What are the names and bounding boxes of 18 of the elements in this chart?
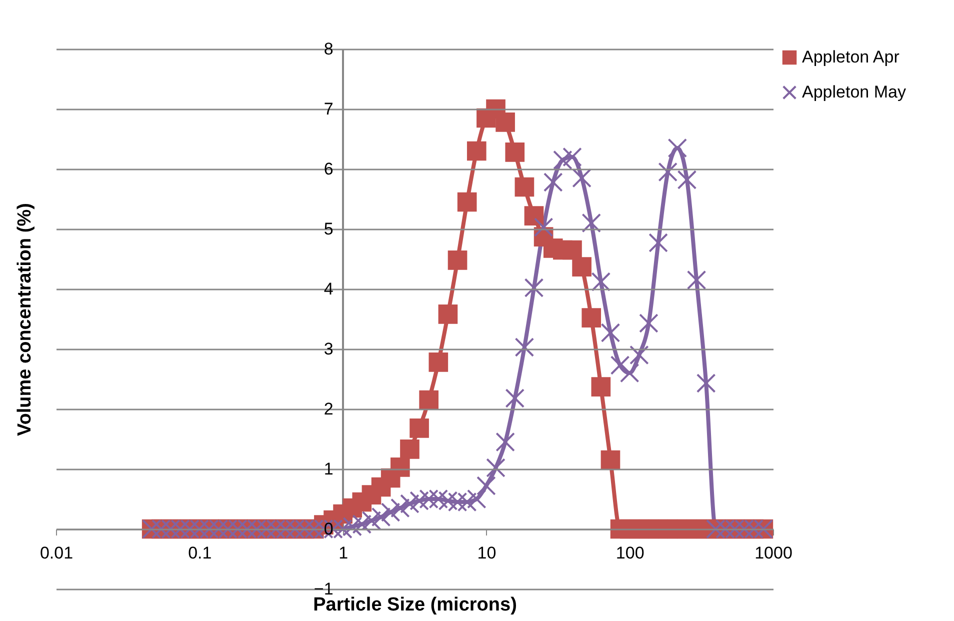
y-tick-label: 6	[324, 160, 334, 178]
legend-label: Appleton Apr	[802, 48, 900, 66]
y-tick-label: 5	[324, 220, 334, 238]
y-tick-label: 0	[324, 520, 334, 538]
y-tick-label: 8	[324, 40, 334, 58]
x-tick-label: 100	[616, 544, 644, 562]
y-tick-label: 4	[324, 280, 334, 298]
y-axis-title: Volume concentration (%)	[14, 203, 36, 436]
y-tick-label: 1	[324, 460, 334, 478]
y-tick-label: 2	[324, 400, 334, 418]
legend-label: Appleton May	[802, 82, 906, 102]
x-tick-label: 0.1	[188, 544, 212, 562]
x-tick-label: 1	[338, 544, 348, 562]
y-tick-label: 7	[324, 100, 334, 118]
x-tick-label: 1000	[754, 544, 792, 562]
y-tick-label: 3	[324, 340, 334, 358]
x-tick-label: 10	[477, 544, 496, 562]
x-tick-label: 0.01	[40, 544, 74, 562]
